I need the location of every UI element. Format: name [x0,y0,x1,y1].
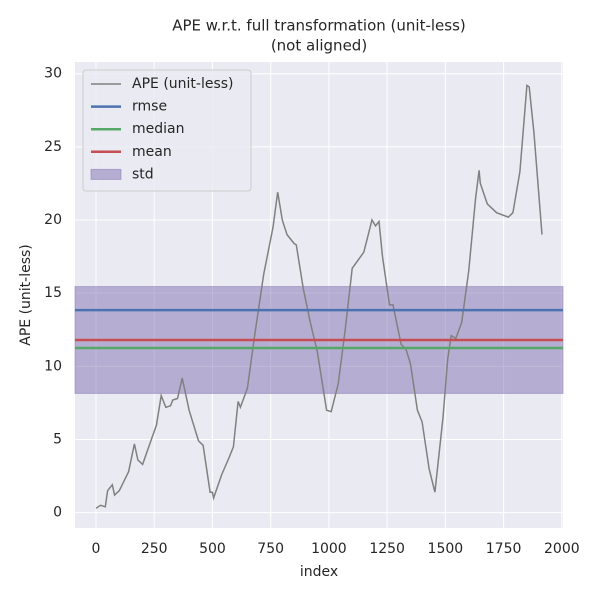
x-tick-label: 250 [141,541,168,557]
y-axis-label: APE (unit-less) [18,244,34,346]
x-tick-label: 1000 [311,541,347,557]
y-tick-label: 15 [44,285,62,301]
y-tick-label: 25 [44,139,62,155]
y-tick-label: 20 [44,212,62,228]
x-tick-label: 750 [257,541,284,557]
x-tick-label: 2000 [544,541,580,557]
x-tick-label: 500 [199,541,226,557]
labels: 0 250 500 750 1000 1250 1500 1750 2000 0 5 10 15 20 25… [44,66,579,557]
x-tick-label: 1750 [486,541,522,557]
legend-swatch [90,168,122,180]
x-tick-label: 1250 [369,541,405,557]
y-tick-label: 5 [53,431,62,447]
legend-label: mean [132,144,172,160]
x-tick-label: 0 [92,541,101,557]
y-tick-label: 30 [44,66,62,82]
chart-title: APE w.r.t. full transformation (unit-les… [172,17,466,35]
legend: APE (unit-less) rmse median mean std [82,69,252,192]
x-axis-label: index [300,564,338,580]
data-line [95,84,543,509]
chart-subtitle: (not aligned) [271,37,367,55]
y-tick-label: 0 [53,505,62,521]
legend-label: rmse [132,99,167,115]
legend-box [82,69,252,192]
legend-label: std [132,166,154,182]
legend-label: APE (unit-less) [132,76,234,92]
legend-label: median [132,121,184,137]
marks [74,84,564,509]
x-tick-label: 1500 [428,541,464,557]
y-tick-label: 10 [44,358,62,374]
